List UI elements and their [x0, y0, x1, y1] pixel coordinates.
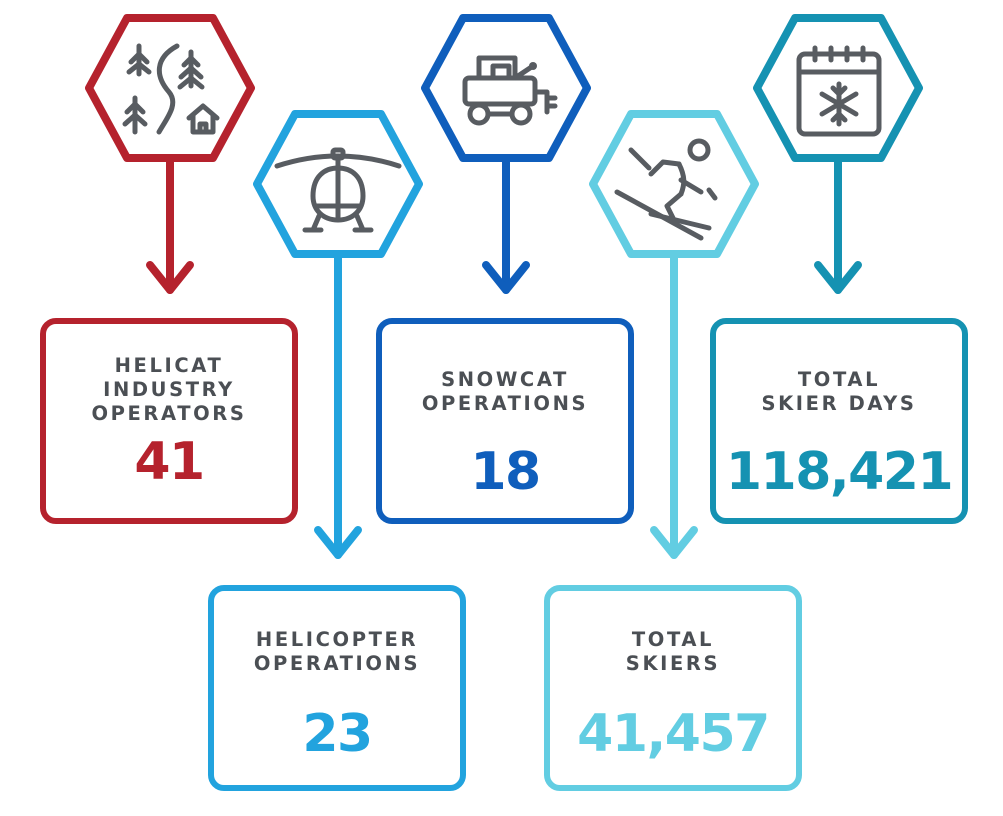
stat-label: TOTAL SKIER DAYS: [761, 368, 917, 415]
hexagon-helicopter: [253, 110, 423, 258]
stat-label: SNOWCAT OPERATIONS: [421, 368, 589, 415]
arrow-snowcat: [482, 156, 530, 294]
stat-label: TOTAL SKIERS: [625, 628, 721, 675]
hexagon-helicat: [85, 14, 255, 162]
skier-icon: [614, 138, 718, 241]
stat-total-skier-days: TOTAL SKIER DAYS 118,421: [710, 318, 968, 524]
stat-value: 118,421: [725, 442, 954, 502]
stat-total-skiers: TOTAL SKIERS 41,457: [544, 585, 802, 791]
arrow-skier-days: [814, 156, 862, 294]
hexagon-skiers: [589, 110, 759, 258]
stat-helicat-operators: HELICAT INDUSTRY OPERATORS 41: [40, 318, 298, 524]
arrow-helicat: [146, 156, 194, 294]
forest-cabin-icon: [122, 43, 220, 135]
arrow-skiers: [650, 252, 698, 559]
hexagon-skier-days: [753, 14, 923, 162]
stat-value: 41,457: [577, 704, 770, 764]
snowcat-icon: [462, 55, 558, 126]
stat-label: HELICAT INDUSTRY OPERATORS: [91, 354, 247, 425]
stat-value: 41: [134, 432, 205, 492]
stat-label: HELICOPTER OPERATIONS: [253, 628, 421, 675]
stat-value: 23: [302, 704, 373, 764]
stat-snowcat-operations: SNOWCAT OPERATIONS 18: [376, 318, 634, 524]
stat-helicopter-operations: HELICOPTER OPERATIONS 23: [208, 585, 466, 791]
helicopter-icon: [274, 147, 402, 233]
arrow-helicopter: [314, 252, 362, 559]
stat-value: 18: [470, 442, 541, 502]
hexagon-snowcat: [421, 14, 591, 162]
snow-calendar-icon: [796, 45, 882, 137]
